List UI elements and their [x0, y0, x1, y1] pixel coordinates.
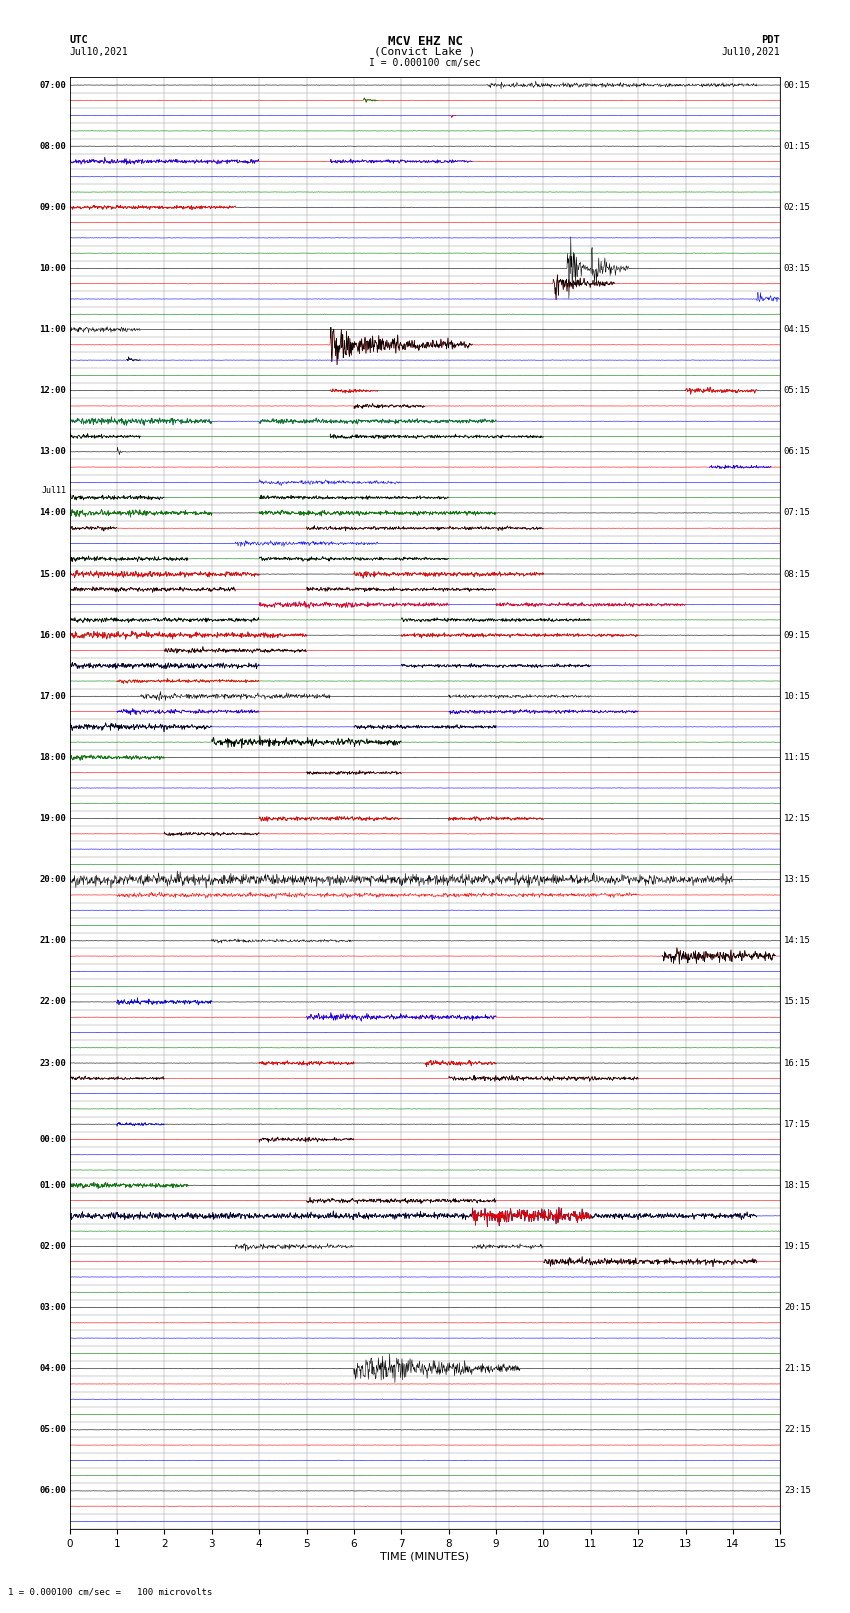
Text: 10:15: 10:15 [784, 692, 811, 700]
Text: 23:15: 23:15 [784, 1487, 811, 1495]
Text: 04:15: 04:15 [784, 326, 811, 334]
Text: 08:00: 08:00 [39, 142, 66, 150]
Text: 11:00: 11:00 [39, 326, 66, 334]
Text: 17:15: 17:15 [784, 1119, 811, 1129]
Text: 13:00: 13:00 [39, 447, 66, 456]
Text: MCV EHZ NC: MCV EHZ NC [388, 35, 462, 48]
X-axis label: TIME (MINUTES): TIME (MINUTES) [381, 1552, 469, 1561]
Text: 20:15: 20:15 [784, 1303, 811, 1311]
Text: 22:00: 22:00 [39, 997, 66, 1007]
Text: 17:00: 17:00 [39, 692, 66, 700]
Text: 12:15: 12:15 [784, 815, 811, 823]
Text: 19:15: 19:15 [784, 1242, 811, 1252]
Text: 14:00: 14:00 [39, 508, 66, 518]
Text: Jul11: Jul11 [41, 486, 66, 495]
Text: 1 = 0.000100 cm/sec =   100 microvolts: 1 = 0.000100 cm/sec = 100 microvolts [8, 1587, 212, 1597]
Text: 16:00: 16:00 [39, 631, 66, 640]
Text: 10:00: 10:00 [39, 265, 66, 273]
Text: 02:00: 02:00 [39, 1242, 66, 1252]
Text: 23:00: 23:00 [39, 1058, 66, 1068]
Text: I = 0.000100 cm/sec: I = 0.000100 cm/sec [369, 58, 481, 68]
Text: 09:15: 09:15 [784, 631, 811, 640]
Text: 02:15: 02:15 [784, 203, 811, 211]
Text: 11:15: 11:15 [784, 753, 811, 761]
Text: 03:15: 03:15 [784, 265, 811, 273]
Text: 00:15: 00:15 [784, 81, 811, 90]
Text: 09:00: 09:00 [39, 203, 66, 211]
Text: 19:00: 19:00 [39, 815, 66, 823]
Text: 12:00: 12:00 [39, 386, 66, 395]
Text: (Convict Lake ): (Convict Lake ) [374, 47, 476, 56]
Text: 05:15: 05:15 [784, 386, 811, 395]
Text: 07:15: 07:15 [784, 508, 811, 518]
Text: 08:15: 08:15 [784, 569, 811, 579]
Text: 22:15: 22:15 [784, 1426, 811, 1434]
Text: 21:15: 21:15 [784, 1365, 811, 1373]
Text: 15:15: 15:15 [784, 997, 811, 1007]
Text: 18:15: 18:15 [784, 1181, 811, 1190]
Text: 04:00: 04:00 [39, 1365, 66, 1373]
Text: 07:00: 07:00 [39, 81, 66, 90]
Text: 01:00: 01:00 [39, 1181, 66, 1190]
Text: Jul10,2021: Jul10,2021 [722, 47, 780, 56]
Text: 01:15: 01:15 [784, 142, 811, 150]
Text: 00:00: 00:00 [39, 1136, 66, 1144]
Text: 13:15: 13:15 [784, 876, 811, 884]
Text: 18:00: 18:00 [39, 753, 66, 761]
Text: 06:00: 06:00 [39, 1487, 66, 1495]
Text: Jul10,2021: Jul10,2021 [70, 47, 128, 56]
Text: 03:00: 03:00 [39, 1303, 66, 1311]
Text: 15:00: 15:00 [39, 569, 66, 579]
Text: 14:15: 14:15 [784, 936, 811, 945]
Text: 21:00: 21:00 [39, 936, 66, 945]
Text: 05:00: 05:00 [39, 1426, 66, 1434]
Text: 20:00: 20:00 [39, 876, 66, 884]
Text: 06:15: 06:15 [784, 447, 811, 456]
Text: PDT: PDT [762, 35, 780, 45]
Text: 16:15: 16:15 [784, 1058, 811, 1068]
Text: UTC: UTC [70, 35, 88, 45]
